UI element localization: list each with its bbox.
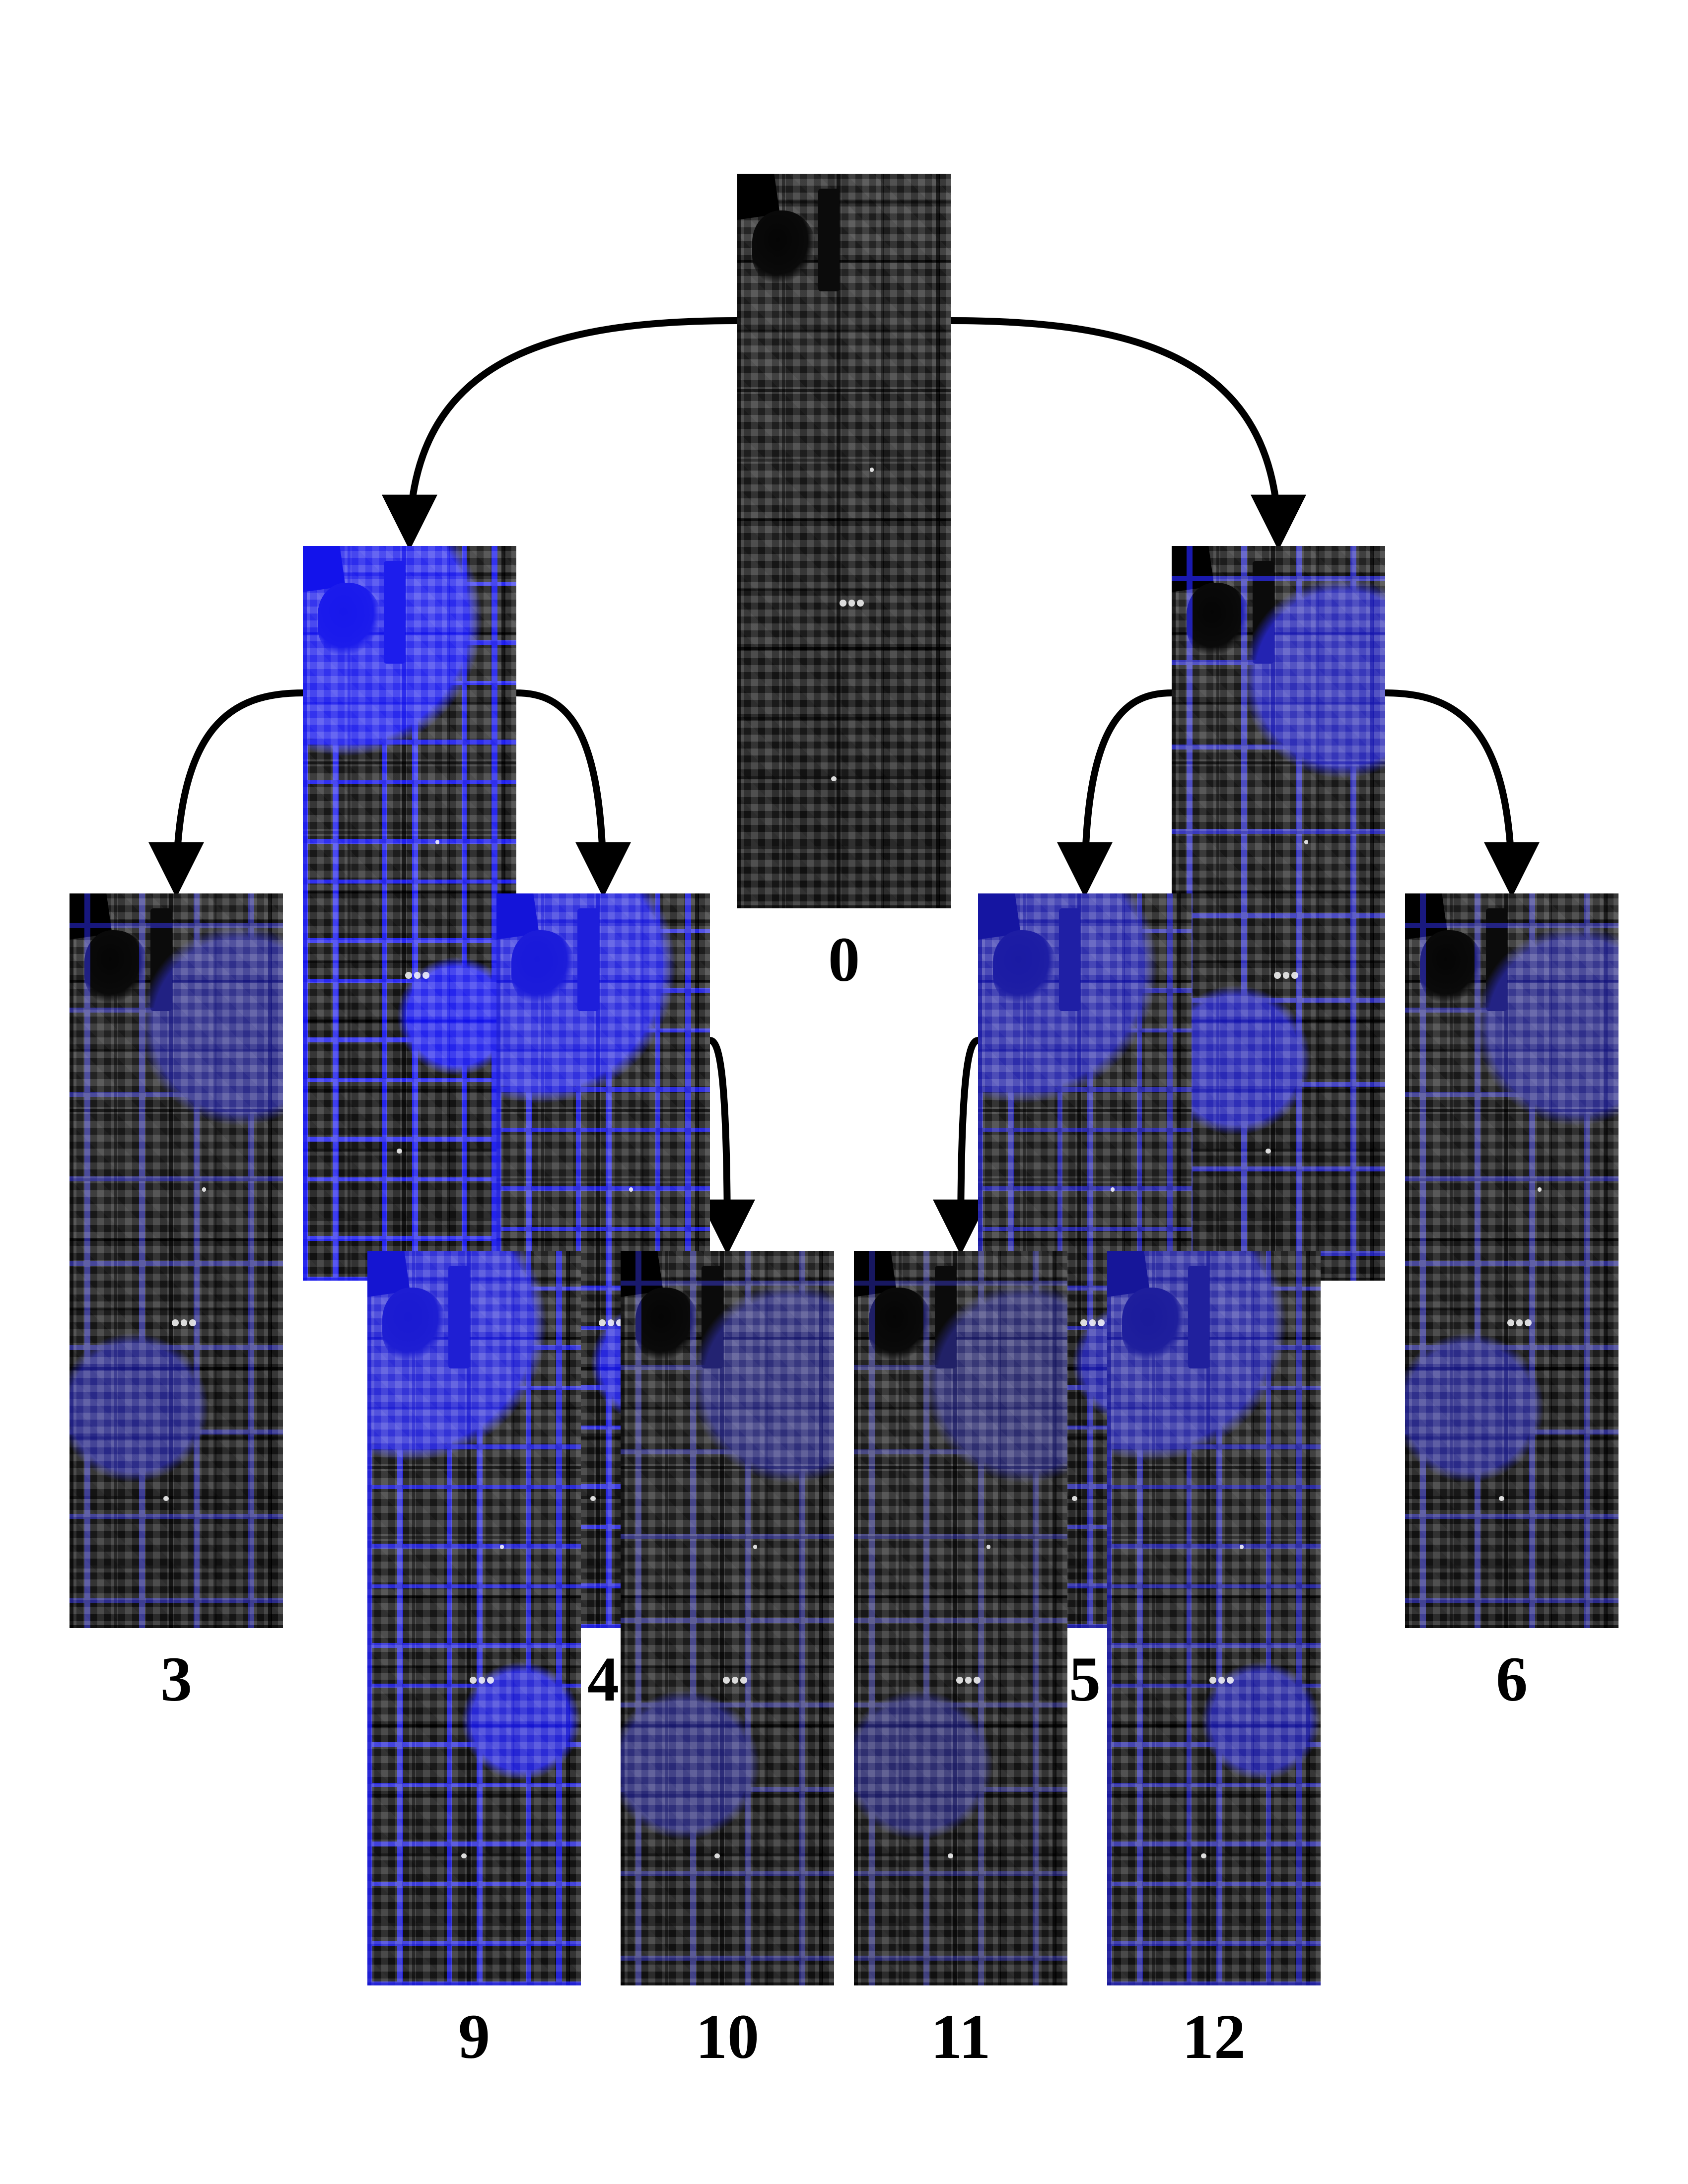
node-overlay xyxy=(1405,893,1618,1628)
tree-node-6 xyxy=(1405,893,1618,1628)
tree-node-10 xyxy=(621,1251,834,1985)
node-label-10: 10 xyxy=(696,2000,759,2073)
bright-spot xyxy=(857,600,864,607)
edge-5-11 xyxy=(961,1040,978,1246)
node-overlay xyxy=(70,893,283,1628)
tree-node-11 xyxy=(854,1251,1067,1985)
edge-0-2 xyxy=(951,321,1278,541)
tree-diagram: 01234569101112 xyxy=(0,0,1688,2184)
tree-node-3 xyxy=(70,893,283,1628)
edge-1-3 xyxy=(176,693,303,888)
edge-1-4 xyxy=(516,693,603,888)
bright-spot xyxy=(831,776,836,781)
node-label-9: 9 xyxy=(458,2000,490,2073)
node-label-12: 12 xyxy=(1182,2000,1246,2073)
edge-2-5 xyxy=(1085,693,1172,888)
node-overlay xyxy=(367,1251,581,1985)
node-label-0: 0 xyxy=(828,923,860,996)
tree-node-0 xyxy=(737,174,951,908)
strip xyxy=(818,189,840,291)
node-overlay xyxy=(1107,1251,1321,1985)
node-label-3: 3 xyxy=(160,1643,192,1716)
tree-node-12 xyxy=(1107,1251,1321,1985)
node-label-11: 11 xyxy=(931,2000,991,2073)
node-label-4: 4 xyxy=(587,1643,619,1716)
node-overlay xyxy=(1172,546,1385,1281)
bright-spot xyxy=(870,468,874,472)
tree-node-9 xyxy=(367,1251,581,1985)
node-label-6: 6 xyxy=(1496,1643,1528,1716)
edge-0-1 xyxy=(410,321,737,541)
tree-node-2 xyxy=(1172,546,1385,1281)
node-overlay xyxy=(621,1251,834,1985)
edge-2-6 xyxy=(1385,693,1512,888)
node-overlay xyxy=(854,1251,1067,1985)
edge-4-10 xyxy=(710,1040,727,1246)
node-label-5: 5 xyxy=(1069,1643,1101,1716)
node-overlay xyxy=(303,546,516,1281)
node-texture xyxy=(737,174,951,908)
tree-node-1 xyxy=(303,546,516,1281)
blob-lake xyxy=(752,210,816,284)
